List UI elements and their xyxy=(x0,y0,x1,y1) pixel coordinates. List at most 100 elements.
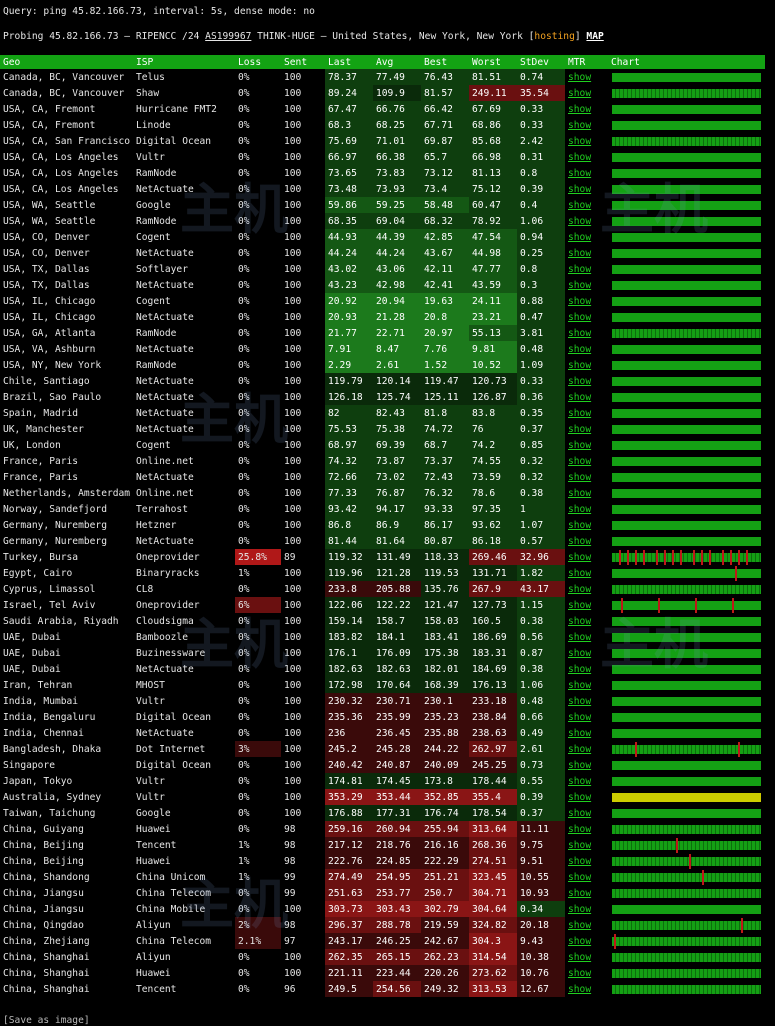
mtr-show-link[interactable]: show xyxy=(568,503,592,515)
mtr-show-link[interactable]: show xyxy=(568,599,592,611)
mtr-show-link[interactable]: show xyxy=(568,871,592,883)
packet-loss-spike xyxy=(741,917,743,933)
mtr-show-link[interactable]: show xyxy=(568,343,592,355)
worst-cell: 73.59 xyxy=(469,469,517,485)
mtr-show-link[interactable]: show xyxy=(568,967,592,979)
mtr-show-link[interactable]: show xyxy=(568,903,592,915)
mtr-show-link[interactable]: show xyxy=(568,935,592,947)
mtr-show-link[interactable]: show xyxy=(568,471,592,483)
mtr-cell: show xyxy=(565,325,608,341)
mtr-show-link[interactable]: show xyxy=(568,327,592,339)
mtr-show-link[interactable]: show xyxy=(568,807,592,819)
table-row: UK, Manchester NetActuate 0% 100 75.53 75.38 7… xyxy=(0,421,765,437)
mtr-show-link[interactable]: show xyxy=(568,215,592,227)
last-cell: 44.24 xyxy=(325,245,373,261)
mtr-show-link[interactable]: show xyxy=(568,743,592,755)
avg-cell: 253.77 xyxy=(373,885,421,901)
geo-cell: Turkey, Bursa xyxy=(3,551,79,563)
packet-loss-spike xyxy=(738,549,740,565)
mtr-show-link[interactable]: show xyxy=(568,295,592,307)
mtr-show-link[interactable]: show xyxy=(568,535,592,547)
mtr-show-link[interactable]: show xyxy=(568,855,592,867)
mtr-show-link[interactable]: show xyxy=(568,87,592,99)
header-isp: ISP xyxy=(133,55,235,69)
mtr-show-link[interactable]: show xyxy=(568,583,592,595)
mtr-show-link[interactable]: show xyxy=(568,279,592,291)
best-cell: 73.4 xyxy=(421,181,469,197)
mtr-show-link[interactable]: show xyxy=(568,839,592,851)
geo-cell: USA, CO, Denver xyxy=(3,247,90,259)
sent-cell: 100 xyxy=(284,647,302,659)
mtr-show-link[interactable]: show xyxy=(568,887,592,899)
isp-cell: NetActuate xyxy=(136,279,194,291)
mtr-show-link[interactable]: show xyxy=(568,951,592,963)
best-cell: 182.01 xyxy=(421,661,469,677)
best-cell: 19.63 xyxy=(421,293,469,309)
save-as-image-link[interactable]: [Save as image] xyxy=(3,1015,90,1026)
stdev-cell: 20.18 xyxy=(517,917,565,933)
mtr-show-link[interactable]: show xyxy=(568,183,592,195)
packet-loss-spike xyxy=(735,565,737,581)
avg-cell: 223.44 xyxy=(373,965,421,981)
map-link[interactable]: MAP xyxy=(586,31,604,42)
last-cell: 119.79 xyxy=(325,373,373,389)
mtr-show-link[interactable]: show xyxy=(568,247,592,259)
mtr-show-link[interactable]: show xyxy=(568,711,592,723)
mtr-show-link[interactable]: show xyxy=(568,263,592,275)
avg-cell: 353.44 xyxy=(373,789,421,805)
mtr-show-link[interactable]: show xyxy=(568,439,592,451)
avg-cell: 59.25 xyxy=(373,197,421,213)
last-cell: 240.42 xyxy=(325,757,373,773)
mtr-show-link[interactable]: show xyxy=(568,663,592,675)
mtr-show-link[interactable]: show xyxy=(568,551,592,563)
last-cell: 235.36 xyxy=(325,709,373,725)
mtr-show-link[interactable]: show xyxy=(568,103,592,115)
avg-cell: 121.28 xyxy=(373,565,421,581)
mtr-cell: show xyxy=(565,485,608,501)
mtr-show-link[interactable]: show xyxy=(568,455,592,467)
header-geo: Geo xyxy=(0,55,133,69)
loss-cell: 0% xyxy=(235,981,281,997)
isp-cell: Terrahost xyxy=(136,503,188,515)
mtr-show-link[interactable]: show xyxy=(568,71,592,83)
mtr-show-link[interactable]: show xyxy=(568,919,592,931)
chart-cell xyxy=(608,309,765,325)
mtr-show-link[interactable]: show xyxy=(568,679,592,691)
mtr-show-link[interactable]: show xyxy=(568,375,592,387)
mtr-show-link[interactable]: show xyxy=(568,759,592,771)
loss-cell: 0% xyxy=(235,485,281,501)
avg-cell: 44.24 xyxy=(373,245,421,261)
mtr-show-link[interactable]: show xyxy=(568,695,592,707)
mtr-show-link[interactable]: show xyxy=(568,167,592,179)
mtr-show-link[interactable]: show xyxy=(568,119,592,131)
mtr-show-link[interactable]: show xyxy=(568,311,592,323)
mtr-show-link[interactable]: show xyxy=(568,615,592,627)
mtr-show-link[interactable]: show xyxy=(568,823,592,835)
chart-cell xyxy=(608,693,765,709)
mtr-show-link[interactable]: show xyxy=(568,631,592,643)
loss-cell: 0% xyxy=(235,357,281,373)
mtr-show-link[interactable]: show xyxy=(568,423,592,435)
best-cell: 216.16 xyxy=(421,837,469,853)
mtr-show-link[interactable]: show xyxy=(568,775,592,787)
mtr-show-link[interactable]: show xyxy=(568,407,592,419)
mtr-show-link[interactable]: show xyxy=(568,567,592,579)
mtr-show-link[interactable]: show xyxy=(568,519,592,531)
mtr-cell: show xyxy=(565,981,608,997)
mtr-show-link[interactable]: show xyxy=(568,135,592,147)
geo-cell: France, Paris xyxy=(3,455,79,467)
loss-cell: 0% xyxy=(235,469,281,485)
mtr-show-link[interactable]: show xyxy=(568,151,592,163)
mtr-show-link[interactable]: show xyxy=(568,359,592,371)
mtr-show-link[interactable]: show xyxy=(568,647,592,659)
isp-cell: Digital Ocean xyxy=(136,759,212,771)
mtr-show-link[interactable]: show xyxy=(568,487,592,499)
mtr-show-link[interactable]: show xyxy=(568,727,592,739)
asn-link[interactable]: AS199967 xyxy=(205,31,252,42)
mtr-show-link[interactable]: show xyxy=(568,391,592,403)
mtr-show-link[interactable]: show xyxy=(568,199,592,211)
mtr-show-link[interactable]: show xyxy=(568,231,592,243)
mtr-show-link[interactable]: show xyxy=(568,791,592,803)
stdev-cell: 0.48 xyxy=(517,341,565,357)
mtr-show-link[interactable]: show xyxy=(568,983,592,995)
